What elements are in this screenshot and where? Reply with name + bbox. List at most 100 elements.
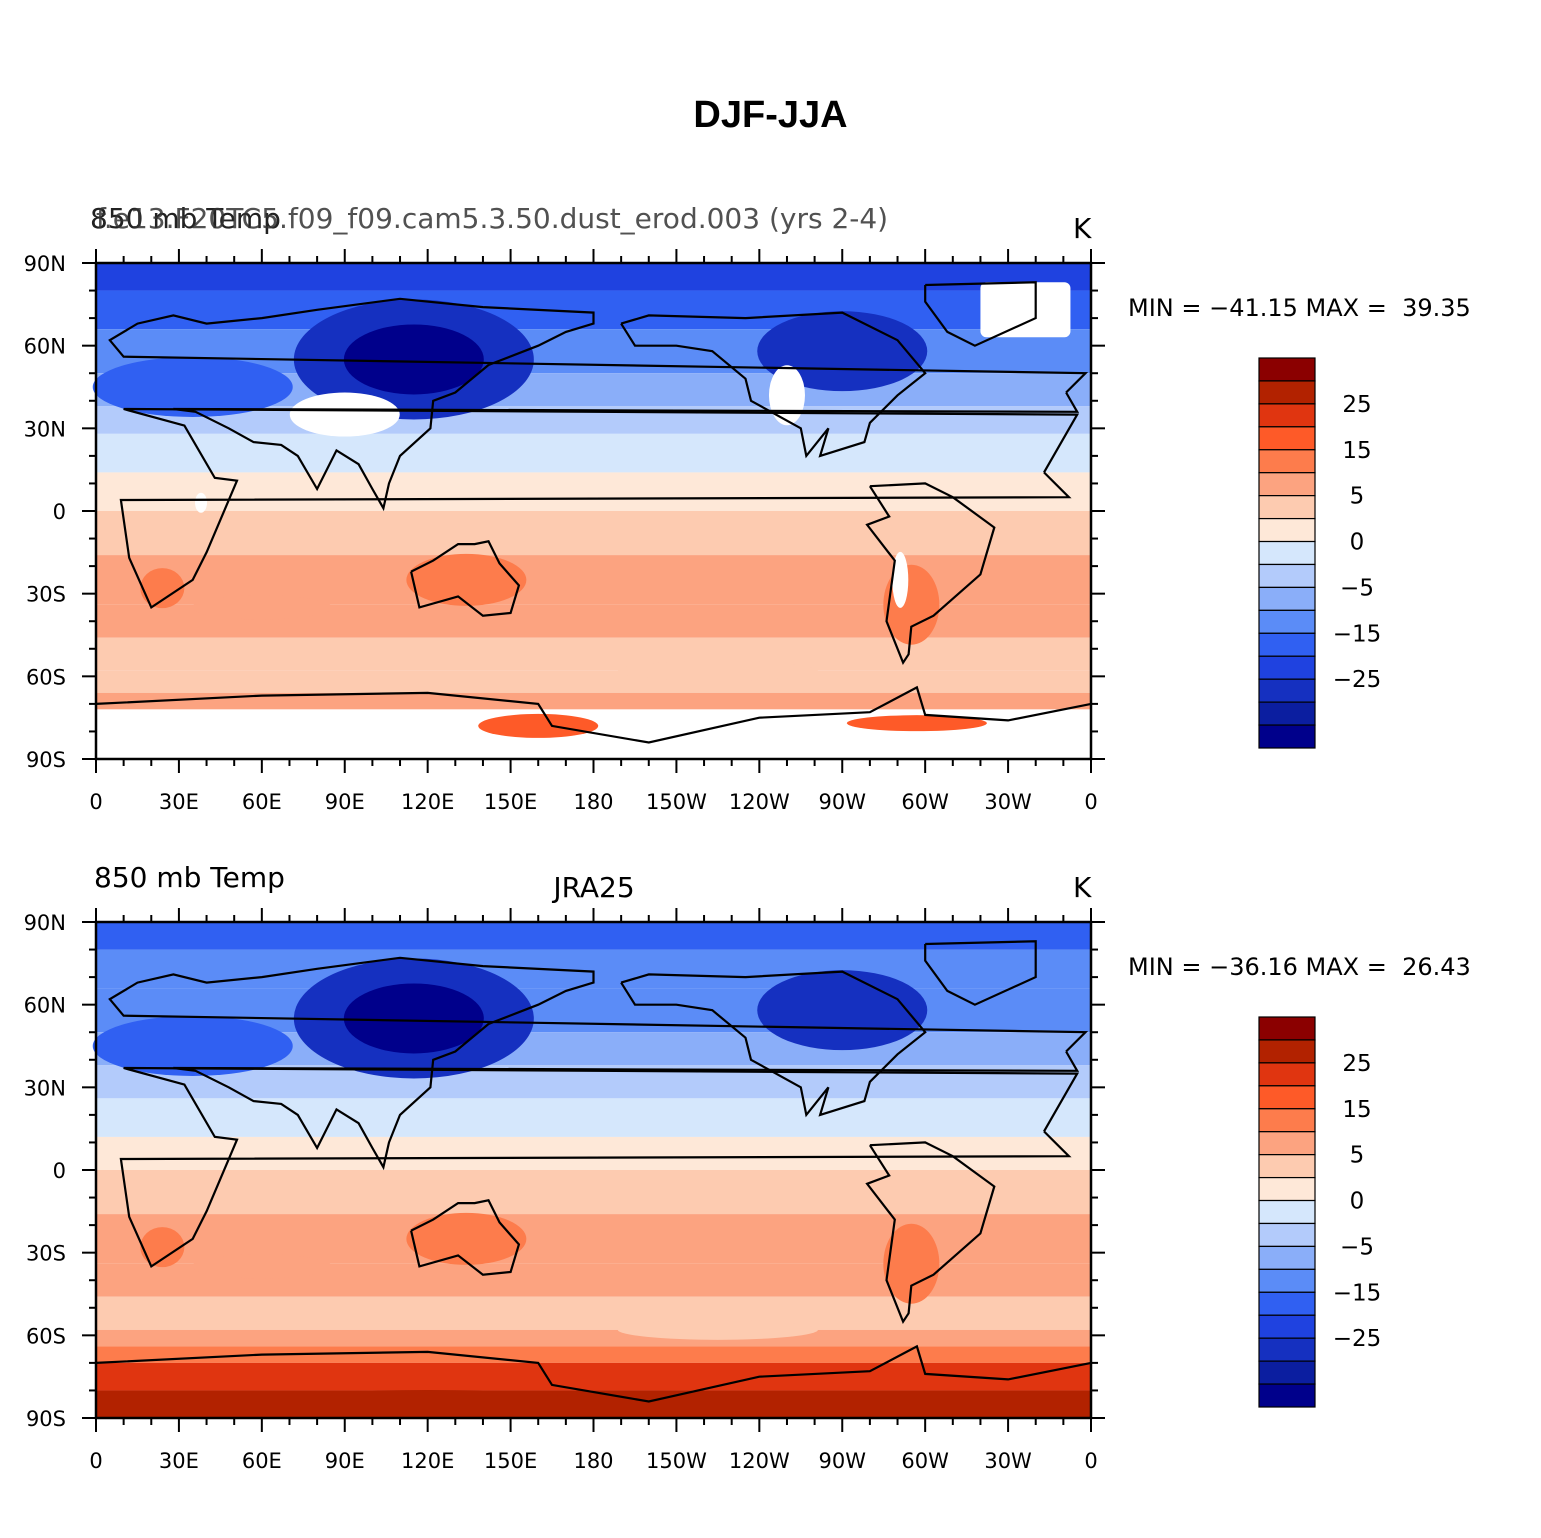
- lat-tick-label: 30N: [24, 1076, 66, 1100]
- warm-south-africa: [140, 1227, 185, 1268]
- colorbar-swatch: [1258, 678, 1316, 703]
- colorbar: 25 15 5 0 −5 −15 −25: [1258, 1016, 1382, 1408]
- coastline: [108, 297, 1089, 512]
- cold-core-siberia-inner: [343, 983, 484, 1054]
- colorbar-swatch: [1258, 1062, 1316, 1087]
- panel-case-label: f.e13.F20TC5.f09_f09.cam5.3.50.dust_erod…: [96, 202, 889, 235]
- lat-tick-label: 90N: [24, 252, 66, 276]
- missing-tibet: [289, 392, 400, 437]
- colorbar-label: 15: [1342, 438, 1371, 464]
- band: [96, 433, 1091, 473]
- colorbar-label: 0: [1350, 530, 1365, 556]
- lon-tick-label: 120W: [729, 790, 790, 814]
- lon-tick-label: 30W: [984, 790, 1032, 814]
- panel-model: 850 mb Temp f.e13.F20TC5.f09_f09.cam5.3.…: [0, 196, 1541, 856]
- lat-tick-label: 30S: [26, 1242, 66, 1266]
- lat-tick-label: 90N: [24, 911, 66, 935]
- colorbar-swatch: [1258, 472, 1316, 497]
- colorbar-label: 15: [1342, 1097, 1371, 1123]
- colorbar-label: 25: [1342, 1051, 1371, 1077]
- colorbar-swatch: [1258, 632, 1316, 657]
- antarctic-core: [297, 1389, 558, 1402]
- cold-core-siberia-inner: [343, 324, 484, 395]
- missing-andes: [892, 551, 909, 608]
- band: [96, 1329, 1091, 1347]
- colorbar-label: −5: [1340, 1234, 1374, 1260]
- warm-australia: [406, 1212, 527, 1265]
- colorbar-swatch: [1258, 1016, 1316, 1041]
- band: [96, 1170, 1091, 1215]
- lat-tick-label: 60N: [24, 994, 66, 1018]
- band: [96, 1296, 1091, 1330]
- lon-tick-label: 90W: [819, 1449, 867, 1473]
- lon-tick-label: 120E: [401, 790, 454, 814]
- panel-left-label: 850 mb Temp: [90, 202, 281, 235]
- min-max-text: MIN = −36.16 MAX = 26.43: [1128, 953, 1471, 981]
- map-plot: 90N 60N 30N 0 30S 60S 90S 0 30E 60E 90E 120E 150E 180…: [24, 908, 1382, 1473]
- band: [96, 670, 1091, 693]
- band: [96, 1362, 1091, 1391]
- lon-tick-label: 90E: [325, 1449, 365, 1473]
- coastline: [410, 1199, 521, 1276]
- lon-tick-label: 90E: [325, 790, 365, 814]
- coastline: [95, 1344, 1092, 1403]
- lat-tick-label: 30S: [26, 583, 66, 607]
- coastline: [119, 1066, 1080, 1269]
- missing-greenland: [980, 282, 1071, 338]
- indian-ocean-patch: [191, 595, 332, 620]
- colorbar-swatch: [1258, 540, 1316, 566]
- lon-tick-label: 60W: [901, 790, 949, 814]
- cold-region-europe: [92, 1016, 293, 1076]
- shading: [92, 922, 1091, 1418]
- colorbar-label: −15: [1333, 1280, 1382, 1306]
- colorbar-label: 5: [1350, 1143, 1365, 1169]
- lon-tick-label: 90W: [819, 790, 867, 814]
- colorbar-swatch: [1258, 1108, 1316, 1133]
- lon-tick-label: 150E: [484, 790, 537, 814]
- colorbar-swatch: [1258, 1222, 1316, 1248]
- tick-marks: [82, 908, 1105, 1432]
- colorbar-label: 5: [1350, 484, 1365, 510]
- coastlines: [95, 940, 1092, 1403]
- lat-tick-label: 90S: [26, 748, 66, 772]
- colorbar-label: −5: [1340, 575, 1374, 601]
- colorbar-swatch: [1258, 449, 1316, 474]
- panel-left-label: 850 mb Temp: [94, 861, 285, 894]
- lon-tick-label: 30E: [159, 790, 199, 814]
- colorbar-swatch: [1258, 1154, 1316, 1179]
- warm-south-africa: [140, 568, 185, 609]
- band: [96, 1098, 1091, 1137]
- lat-tick-label: 90S: [26, 1407, 66, 1431]
- lon-tick-label: 0: [1084, 1449, 1097, 1473]
- colorbar-swatch: [1258, 586, 1316, 611]
- lon-tick-label: 60E: [242, 1449, 282, 1473]
- coastlines: [95, 281, 1092, 744]
- panel-center-label: JRA25: [553, 871, 635, 904]
- pacific-patch: [617, 660, 818, 681]
- band: [96, 1390, 1091, 1418]
- lat-tick-label: 0: [53, 500, 66, 524]
- coastline: [620, 311, 927, 459]
- colorbar-label: 25: [1342, 392, 1371, 418]
- band: [96, 922, 1091, 950]
- coastline: [865, 482, 996, 665]
- coastline: [924, 940, 1037, 1006]
- colorbar-swatch: [1258, 1085, 1316, 1110]
- lon-tick-label: 150W: [646, 1449, 707, 1473]
- colorbar-swatch: [1258, 426, 1316, 451]
- cold-core-canada: [757, 311, 928, 392]
- lat-tick-label: 60S: [26, 665, 66, 689]
- panel-obs: 850 mb Temp JRA25 K MIN = −36.16 MAX = 2…: [0, 855, 1541, 1515]
- shading: [92, 263, 1091, 759]
- panel-units-label: K: [1073, 871, 1092, 904]
- colorbar-swatch: [1258, 1245, 1316, 1270]
- band: [96, 511, 1091, 556]
- warm-south-america: [883, 1223, 940, 1304]
- colorbar-swatch: [1258, 357, 1316, 382]
- lon-tick-label: 180: [573, 1449, 613, 1473]
- lon-tick-label: 150W: [646, 790, 707, 814]
- warm-australia: [406, 553, 527, 606]
- colorbar-label: 0: [1350, 1189, 1365, 1215]
- colorbar-swatch: [1258, 1314, 1316, 1339]
- missing-east-africa: [195, 492, 208, 513]
